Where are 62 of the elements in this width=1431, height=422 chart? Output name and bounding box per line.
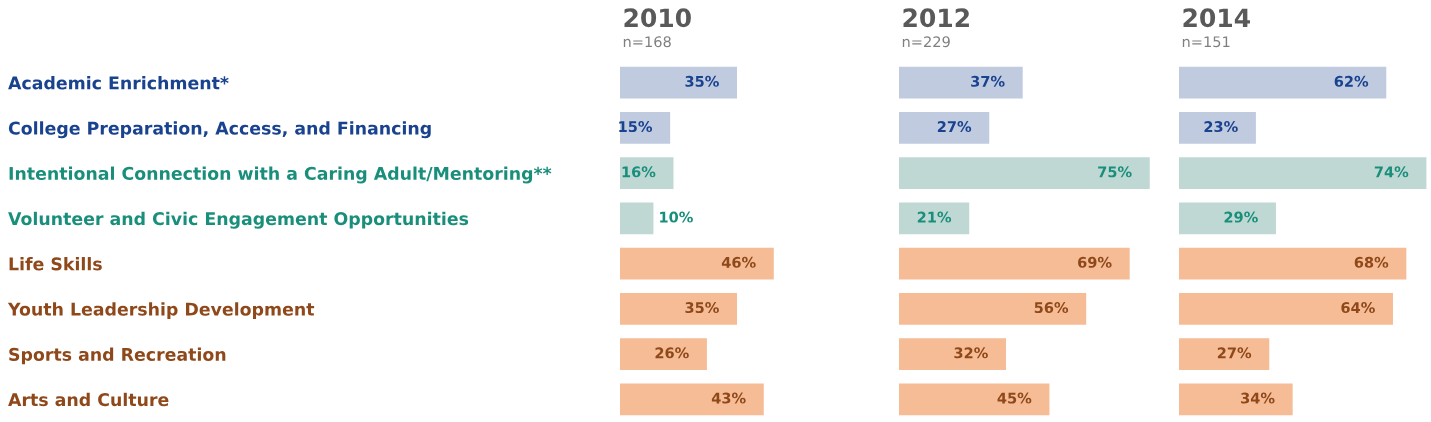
bar	[899, 338, 1006, 370]
bar	[899, 383, 1050, 416]
bar	[1179, 202, 1276, 235]
bar	[899, 293, 1087, 325]
bar	[1179, 247, 1407, 280]
data-label: 32%	[954, 347, 988, 359]
bar	[620, 247, 774, 280]
bar	[1179, 293, 1393, 325]
data-label: 10%	[660, 211, 693, 223]
y-tick-label: Intentional Connection with a Caring Adult/Mentoring**	[9, 166, 552, 184]
data-label: 15%	[619, 121, 653, 133]
data-label: 46%	[721, 256, 756, 268]
data-label: 64%	[1341, 302, 1375, 314]
chart-title: 2014	[1183, 8, 1250, 28]
bar	[620, 112, 671, 144]
data-label: 16%	[622, 166, 656, 178]
data-label: 27%	[1217, 347, 1252, 359]
chart-subtitle: n=151	[1182, 36, 1230, 48]
data-label: 29%	[1224, 211, 1258, 223]
bar	[899, 202, 970, 235]
bar	[1179, 112, 1256, 144]
data-label: 74%	[1374, 166, 1409, 178]
bar	[899, 112, 990, 144]
data-label: 62%	[1334, 75, 1369, 87]
bar	[899, 247, 1130, 280]
data-label: 75%	[1098, 166, 1132, 178]
y-tick-label: Volunteer and Civic Engagement Opportunities	[8, 211, 469, 229]
data-label: 43%	[711, 392, 746, 404]
bar	[620, 293, 738, 325]
chart-subtitle: n=168	[623, 36, 671, 48]
data-label: 37%	[971, 75, 1005, 87]
bar	[1179, 338, 1270, 370]
bar	[620, 338, 707, 370]
data-label: 69%	[1078, 256, 1112, 268]
chart-title: 2010	[624, 8, 691, 28]
data-label: 21%	[917, 211, 952, 223]
y-tick-label: Sports and Recreation	[9, 347, 226, 365]
bar	[899, 157, 1150, 189]
data-label: 35%	[685, 75, 719, 87]
data-label: 23%	[1204, 121, 1238, 133]
bar	[620, 202, 654, 235]
data-label: 56%	[1034, 302, 1069, 314]
data-label: 27%	[937, 121, 972, 133]
data-label: 68%	[1354, 256, 1389, 268]
bar	[1179, 66, 1387, 99]
bar	[620, 157, 674, 189]
chart-subtitle: n=229	[902, 36, 950, 48]
bar	[620, 383, 764, 416]
bar	[620, 66, 738, 99]
data-label: 35%	[685, 302, 719, 314]
y-tick-label: Arts and Culture	[8, 392, 169, 407]
data-label: 26%	[655, 347, 689, 359]
y-tick-label: College Preparation, Access, and Financing	[8, 121, 431, 139]
chart-title: 2012	[903, 8, 969, 28]
bar	[1179, 157, 1427, 189]
y-tick-label: Academic Enrichment*	[8, 76, 229, 90]
bar	[899, 66, 1023, 99]
y-tick-label: Youth Leadership Development	[7, 302, 315, 320]
bar	[1179, 383, 1293, 416]
data-label: 45%	[997, 392, 1032, 404]
data-label: 34%	[1241, 392, 1275, 404]
y-tick-label: Life Skills	[9, 257, 102, 271]
